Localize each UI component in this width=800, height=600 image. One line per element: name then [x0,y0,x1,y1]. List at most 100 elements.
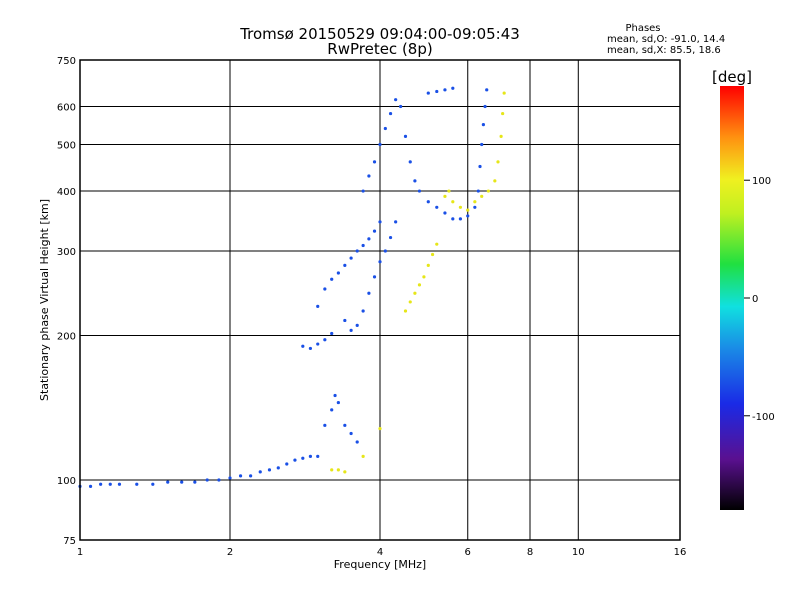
data-point [426,91,430,95]
data-point [180,480,184,484]
data-point [417,283,422,287]
data-point [466,208,470,212]
colorbar: [deg] 100 0 -100 [712,68,775,510]
data-point [493,179,497,183]
y-tick-label: 75 [63,536,76,547]
data-point [258,470,262,474]
data-point [388,235,393,240]
data-point [372,229,377,233]
data-point [88,484,93,488]
data-point [426,200,430,204]
colorbar-tick-label: 0 [752,294,758,305]
data-point [443,211,447,215]
data-point [413,179,417,183]
data-point [483,104,487,109]
data-point [361,243,365,248]
data-point [228,476,232,480]
data-point [378,426,382,431]
data-point [458,217,463,221]
data-point [99,482,103,486]
data-point [399,104,403,109]
data-point [383,126,387,131]
data-point [476,189,480,193]
data-point [117,482,122,486]
y-tick-label: 400 [57,187,76,198]
data-point [333,393,337,398]
data-point [383,249,387,253]
y-tick-label: 500 [57,141,76,152]
data-point [349,328,353,332]
data-point [355,323,359,327]
data-point [267,468,272,472]
colorbar-label: [deg] [712,68,752,86]
x-tick-label: 16 [674,547,687,558]
data-point [447,189,451,193]
data-point [349,431,353,436]
data-point [367,237,371,241]
data-point [135,482,139,486]
data-point [473,205,477,209]
data-point [478,164,482,169]
data-point [276,466,280,470]
data-point [451,217,455,221]
data-point [343,423,347,427]
data-point [408,160,412,164]
data-point [336,271,340,275]
data-point [372,160,377,164]
data-point [480,142,484,147]
colorbar-gradient [720,86,744,510]
colorbar-ticks: 100 0 -100 [744,176,775,423]
data-point [403,134,408,138]
phase-summary-o: mean, sd,O: -91.0, 14.4 [607,34,725,45]
data-point [343,470,347,474]
colorbar-tick-label: 100 [752,176,771,187]
data-point [435,205,439,209]
data-point [301,344,305,348]
data-point [308,346,313,351]
data-point [355,440,359,444]
data-point [435,242,439,246]
data-point [458,205,463,209]
data-point [108,482,112,486]
colorbar-tick-label: -100 [752,412,775,423]
data-point [323,338,327,342]
data-point [249,474,253,478]
x-tick-label: 1 [77,547,83,558]
data-point [422,275,426,279]
x-tick-label: 2 [227,547,233,558]
data-point [372,275,377,279]
data-point [361,454,365,459]
plot-frame [79,59,681,541]
data-point [486,189,490,193]
phase-summary-title: Phases [625,23,660,34]
data-point [355,249,359,253]
data-point [343,318,347,323]
data-point [293,458,297,462]
data-point [466,214,470,218]
data-point [285,462,289,466]
data-point [367,291,371,295]
x-tick-label: 10 [572,547,585,558]
data-point [361,189,365,193]
phase-summary: Phases mean, sd,O: -91.0, 14.4 mean, sd,… [607,23,725,56]
data-point [499,134,503,138]
data-point [451,86,455,90]
data-point [193,480,197,484]
data-point [330,331,334,336]
data-points [78,86,506,488]
data-point [473,200,477,204]
y-axis-label: Stationary phase Virtual Height [km] [38,199,51,401]
x-tick-label: 4 [377,547,383,558]
data-point [336,400,340,405]
data-point [435,89,439,94]
data-point [485,88,489,92]
data-point [451,200,455,204]
x-tick-label: 8 [527,547,533,558]
data-point [496,160,500,164]
data-point [330,277,334,281]
data-point [361,309,365,313]
data-point [378,142,382,147]
grid-lines [80,60,680,540]
x-axis-label: Frequency [MHz] [334,558,426,571]
